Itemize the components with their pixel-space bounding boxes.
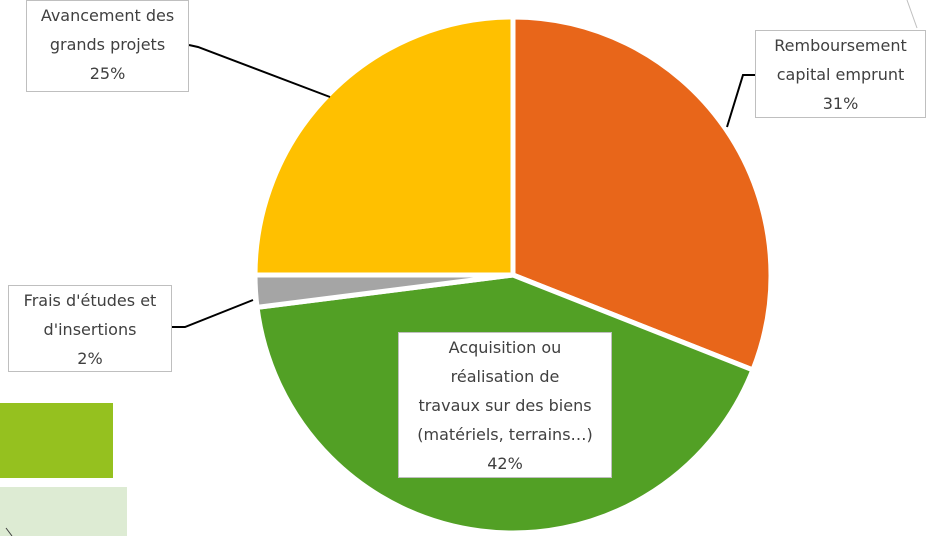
decor-box (0, 403, 113, 478)
data-label: Frais d'études et d'insertions 2% (8, 285, 172, 372)
pie-slice (252, 14, 516, 278)
value-label: 2% (77, 349, 103, 368)
decor-line (5, 527, 13, 536)
category-label: Remboursement capital emprunt (774, 36, 907, 84)
decor-line (906, 0, 918, 29)
value-label: 25% (89, 64, 126, 83)
decor-box (0, 487, 127, 536)
category-label: Avancement des grands projets (40, 6, 175, 54)
data-label: Acquisition ou réalisation de travaux su… (398, 332, 612, 478)
leader-line (188, 44, 331, 98)
leader-line (726, 74, 755, 128)
data-label: Remboursement capital emprunt 31% (755, 30, 926, 118)
category-label: Acquisition ou réalisation de travaux su… (417, 338, 593, 444)
value-label: 42% (487, 454, 523, 473)
category-label: Frais d'études et d'insertions (23, 291, 157, 339)
leader-line (172, 299, 254, 328)
data-label: Avancement des grands projets 25% (26, 0, 189, 92)
value-label: 31% (822, 94, 859, 113)
pie-slice (510, 14, 774, 374)
